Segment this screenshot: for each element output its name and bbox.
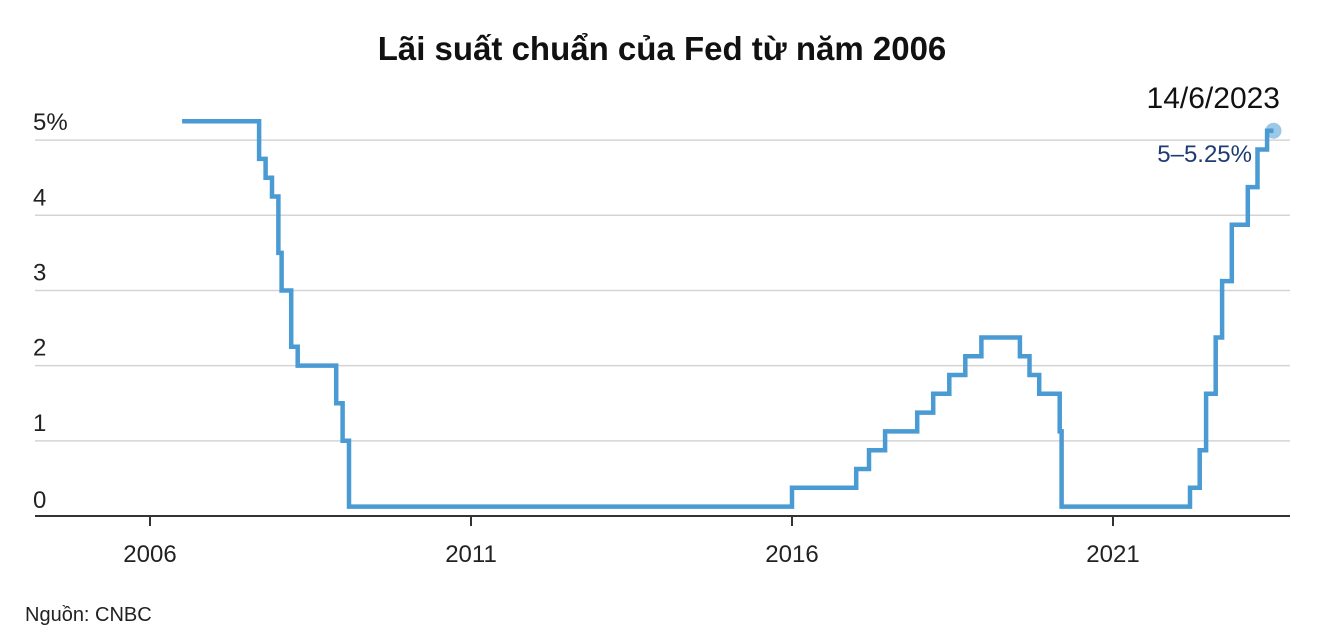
y-axis-ticks: 0 1 2 3 4 5% — [33, 109, 68, 514]
latest-point-marker — [1265, 122, 1282, 139]
grid-lines — [35, 139, 1290, 442]
y-tick-label: 4 — [33, 184, 46, 211]
chart-title: Lãi suất chuẩn của Fed từ năm 2006 — [378, 30, 947, 67]
x-axis-ticks: 2006 2011 2016 2021 — [123, 516, 1140, 568]
y-tick-label: 5% — [33, 109, 68, 136]
y-tick-label: 3 — [33, 259, 46, 286]
x-tick-label: 2021 — [1086, 541, 1139, 568]
annotation-date: 14/6/2023 — [1147, 82, 1280, 115]
source-note: Nguồn: CNBC — [25, 604, 152, 626]
x-tick-label: 2011 — [445, 541, 497, 568]
x-tick-label: 2006 — [123, 541, 176, 568]
rate-series-line — [182, 119, 1274, 509]
y-tick-label: 1 — [33, 410, 46, 437]
x-tick-label: 2016 — [765, 541, 818, 568]
y-tick-label: 0 — [33, 487, 46, 514]
y-tick-label: 2 — [33, 335, 46, 362]
annotation-value: 5–5.25% — [1157, 141, 1252, 168]
